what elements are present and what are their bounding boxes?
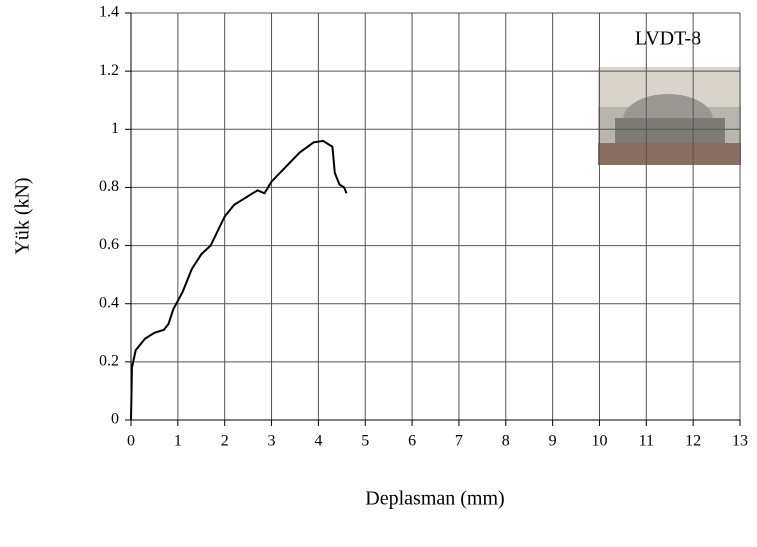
y-tick-label: 1.4 — [99, 4, 119, 21]
y-tick-label: 0.2 — [99, 353, 119, 370]
x-tick-label: 6 — [408, 433, 416, 450]
x-tick-label: 5 — [361, 433, 369, 450]
x-tick-label: 11 — [639, 433, 654, 450]
y-axis-title: Yük (kN) — [12, 177, 34, 254]
x-tick-label: 10 — [591, 433, 607, 450]
x-tick-label: 2 — [221, 433, 229, 450]
annotation: LVDT-8 — [635, 28, 701, 50]
x-tick-label: 0 — [127, 433, 135, 450]
x-tick-label: 8 — [502, 433, 510, 450]
x-tick-label: 12 — [685, 433, 701, 450]
x-tick-label: 3 — [268, 433, 276, 450]
y-tick-label: 0.8 — [99, 178, 119, 195]
x-tick-label: 7 — [455, 433, 463, 450]
data-line — [130, 139, 348, 421]
x-tick-label: 9 — [549, 433, 557, 450]
y-tick-label: 1 — [111, 120, 119, 137]
x-tick-label: 13 — [732, 433, 748, 450]
y-tick-label: 0.6 — [99, 236, 119, 253]
x-tick-label: 1 — [174, 433, 182, 450]
x-axis-title: Deplasman (mm) — [365, 488, 504, 510]
y-tick-label: 1.2 — [99, 62, 119, 79]
y-tick-label: 0 — [111, 411, 119, 428]
inset-photo — [598, 67, 741, 165]
x-tick-label: 4 — [314, 433, 322, 450]
y-tick-label: 0.4 — [99, 294, 119, 311]
